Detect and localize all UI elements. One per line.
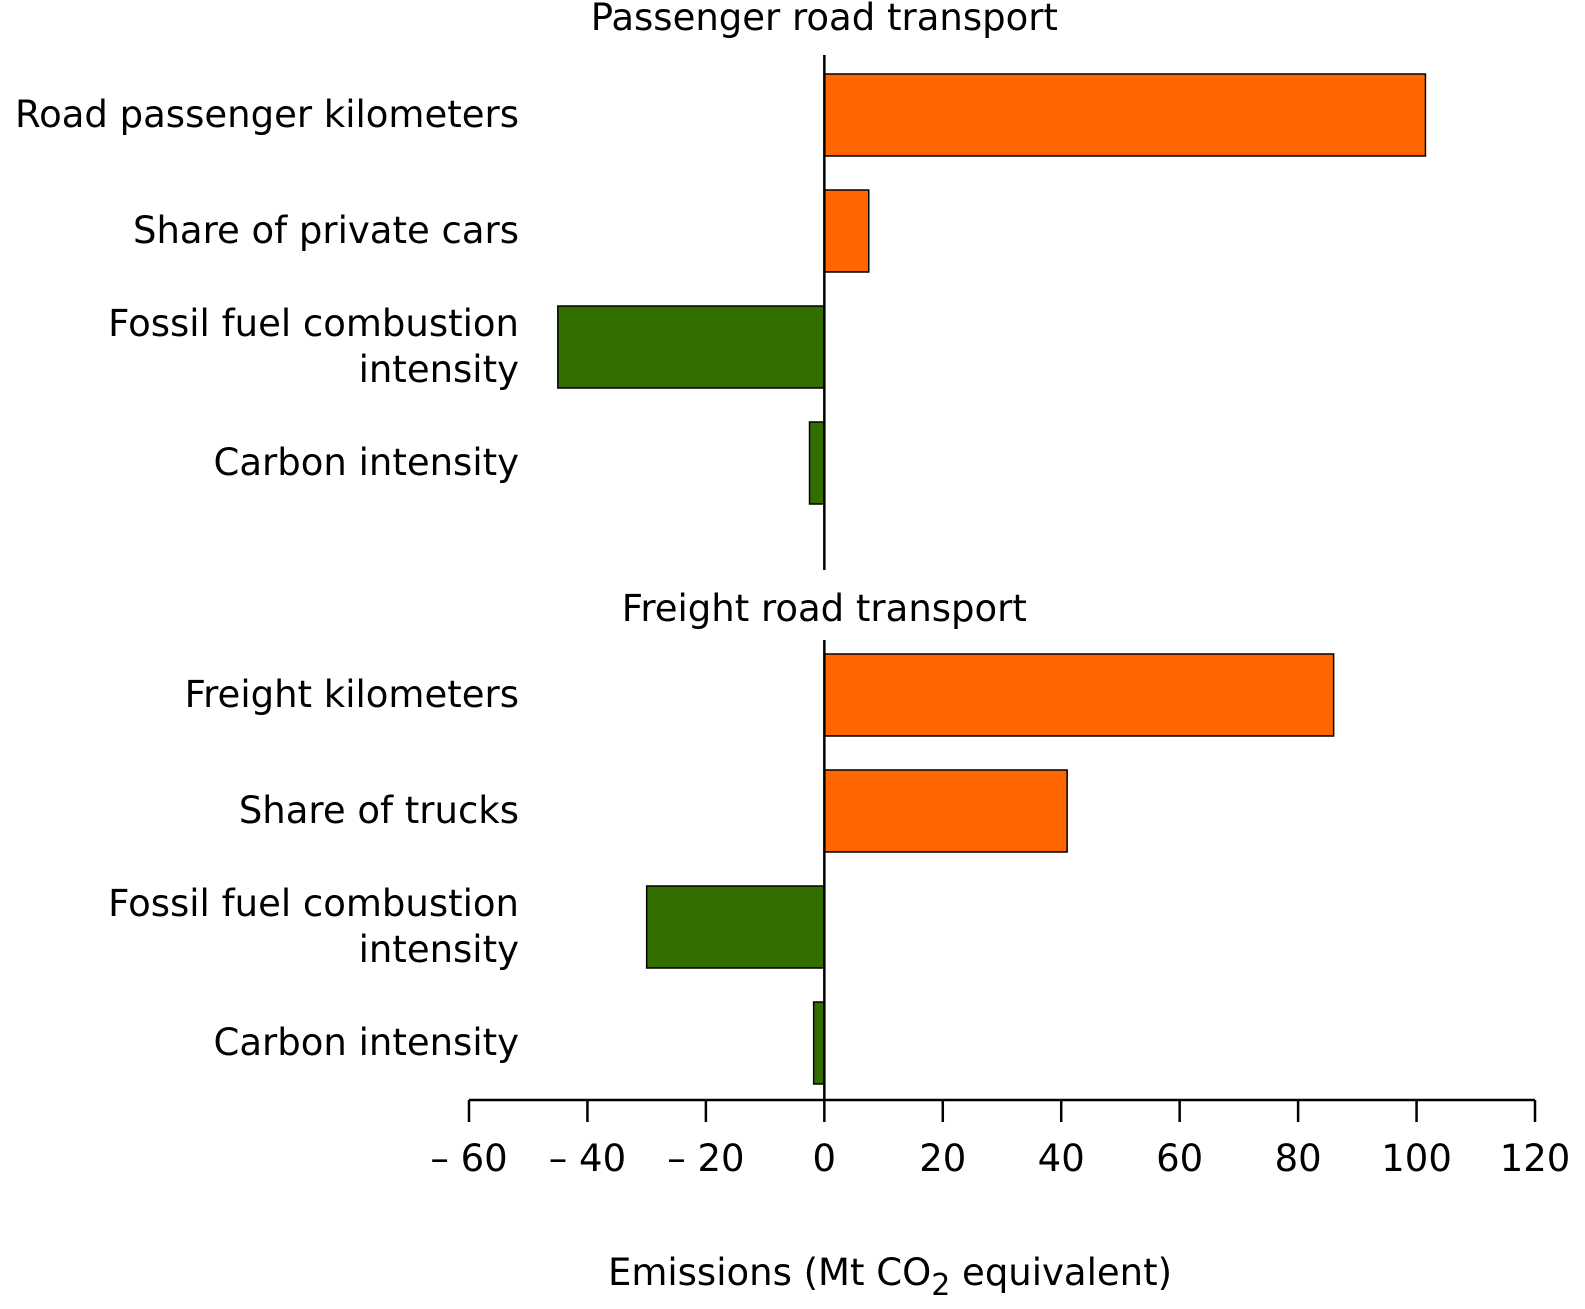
panel-2: Freight road transport Freight kilometers… bbox=[108, 587, 1335, 1100]
category-label: Carbon intensity bbox=[214, 441, 519, 484]
category-label: Share of private cars bbox=[133, 209, 519, 252]
category-label: Fossil fuel combustion intensity bbox=[108, 302, 519, 391]
category-label: Fossil fuel combustion intensity bbox=[108, 882, 519, 971]
panel-title: Passenger road transport bbox=[591, 0, 1058, 39]
category-label-line: Road passenger kilometers bbox=[15, 93, 519, 136]
x-tick-label: 100 bbox=[1381, 1137, 1452, 1180]
x-tick-label: 60 bbox=[1156, 1137, 1203, 1180]
bar-1-2 bbox=[823, 189, 870, 273]
category-label: Road passenger kilometers bbox=[15, 93, 519, 136]
category-label-line: Freight kilometers bbox=[185, 673, 519, 716]
category-label: Freight kilometers bbox=[185, 673, 519, 716]
category-label-line: intensity bbox=[359, 348, 519, 391]
x-tick-label: 120 bbox=[1500, 1137, 1571, 1180]
panel-1: Passenger road transport Road passenger k… bbox=[15, 0, 1427, 570]
category-label-line: Carbon intensity bbox=[214, 1021, 519, 1064]
x-tick-label: 40 bbox=[1038, 1137, 1085, 1180]
bar-1-4 bbox=[808, 421, 826, 505]
category-label-line: Carbon intensity bbox=[214, 441, 519, 484]
x-axis-label-text: Emissions (Mt CO bbox=[608, 1251, 931, 1294]
x-axis-label: Emissions (Mt CO2 equivalent) bbox=[608, 1251, 1172, 1303]
x-tick-label: 80 bbox=[1275, 1137, 1322, 1180]
x-axis: – 60 – 40 – 20 0 20 40 60 80 100 120 bbox=[430, 1098, 1571, 1180]
category-label-line: Fossil fuel combustion bbox=[108, 302, 519, 345]
category-label-line: intensity bbox=[359, 928, 519, 971]
bar-2-4 bbox=[812, 1001, 826, 1085]
panel-title: Freight road transport bbox=[622, 587, 1027, 630]
x-axis-label-text-end: equivalent) bbox=[950, 1251, 1172, 1294]
bar-1-3 bbox=[557, 305, 826, 389]
x-axis-label-subscript: 2 bbox=[931, 1268, 950, 1303]
category-label-line: Fossil fuel combustion bbox=[108, 882, 519, 925]
bar-2-3 bbox=[645, 885, 826, 969]
bar-2-1 bbox=[823, 653, 1335, 737]
x-tick-label: 0 bbox=[813, 1137, 837, 1180]
bar-1-1 bbox=[823, 73, 1427, 157]
category-label: Share of trucks bbox=[239, 789, 519, 832]
category-label-line: Share of trucks bbox=[239, 789, 519, 832]
category-label: Carbon intensity bbox=[214, 1021, 519, 1064]
chart-panels: Passenger road transport Road passenger k… bbox=[15, 0, 1427, 1100]
x-tick-label: – 60 bbox=[430, 1137, 507, 1180]
category-label-line: Share of private cars bbox=[133, 209, 519, 252]
x-tick-label: – 40 bbox=[549, 1137, 626, 1180]
bar-2-2 bbox=[823, 769, 1068, 853]
x-tick-label: 20 bbox=[919, 1137, 966, 1180]
x-tick-label: – 20 bbox=[667, 1137, 744, 1180]
